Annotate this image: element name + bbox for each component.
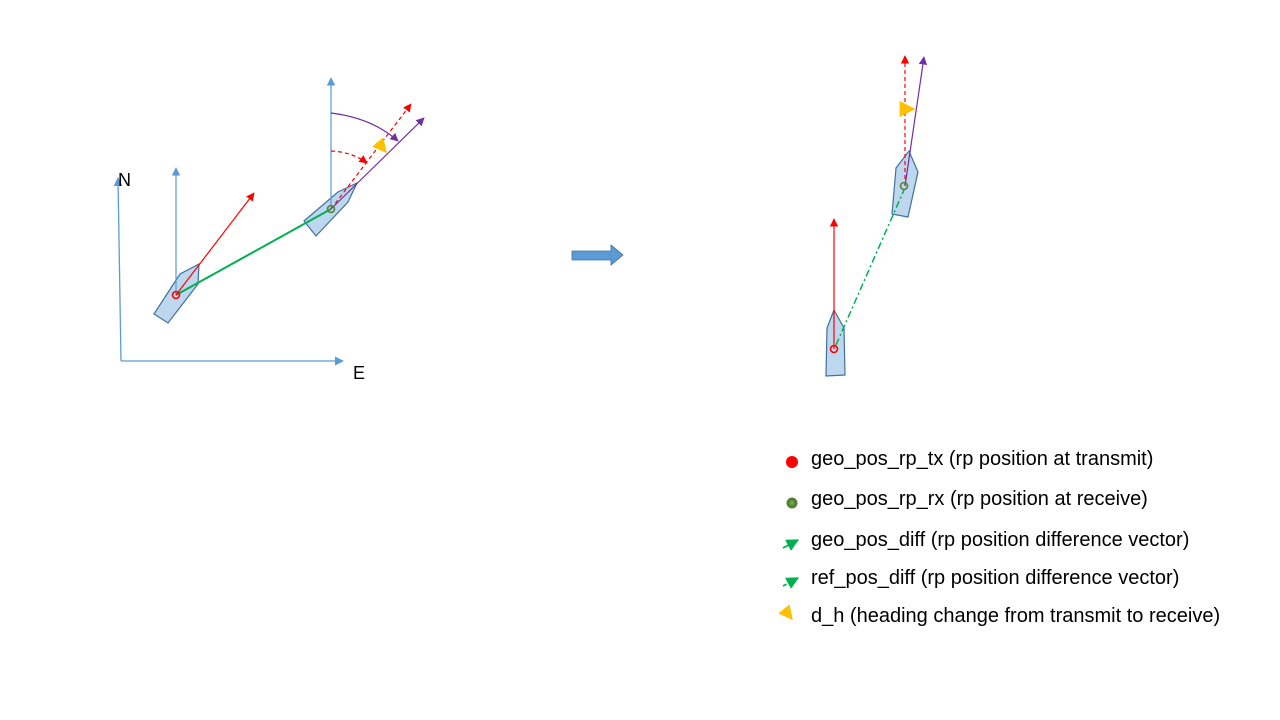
heading-receive-ref [904, 56, 928, 187]
north-axis [113, 177, 123, 362]
heading-receive [330, 117, 425, 210]
rp-rx-point-ref [899, 181, 909, 191]
d-h-arrow-left [372, 137, 387, 154]
transform-block-arrow [571, 244, 624, 266]
geo-pos-diff-line [175, 208, 332, 296]
heading-angle-arc-transmit [330, 150, 368, 164]
legend-label-ref-diff: ref_pos_diff (rp position difference vec… [811, 567, 1180, 589]
yellow-curved-arrow-icon [778, 604, 793, 621]
rp-tx-point-ref [829, 344, 839, 354]
red-dot-icon [786, 456, 798, 468]
boat-transmit-ref [825, 308, 846, 377]
heading-transmit [175, 192, 255, 296]
solid-green-arrow-icon [782, 539, 800, 551]
rp-tx-point [171, 290, 181, 300]
green-dot-icon [786, 497, 798, 509]
heading-angle-arc-receive [330, 112, 399, 142]
north-axis-label: N [118, 170, 131, 190]
heading-transmit-copy [330, 103, 412, 210]
east-axis-label: E [353, 363, 366, 383]
legend-label-rx: geo_pos_rp_rx (rp position at receive) [811, 488, 1148, 510]
legend-label-d-h: d_h (heading change from transmit to rec… [811, 605, 1221, 627]
legend-label-tx: geo_pos_rp_tx (rp position at transmit) [811, 448, 1154, 470]
right-diagram [825, 55, 928, 377]
left-diagram [113, 77, 425, 366]
ref-pos-diff-line [835, 189, 905, 346]
rp-rx-point [326, 204, 336, 214]
legend-label-geo-diff: geo_pos_diff (rp position difference vec… [811, 529, 1190, 551]
dashdot-green-arrow-icon [782, 577, 800, 589]
